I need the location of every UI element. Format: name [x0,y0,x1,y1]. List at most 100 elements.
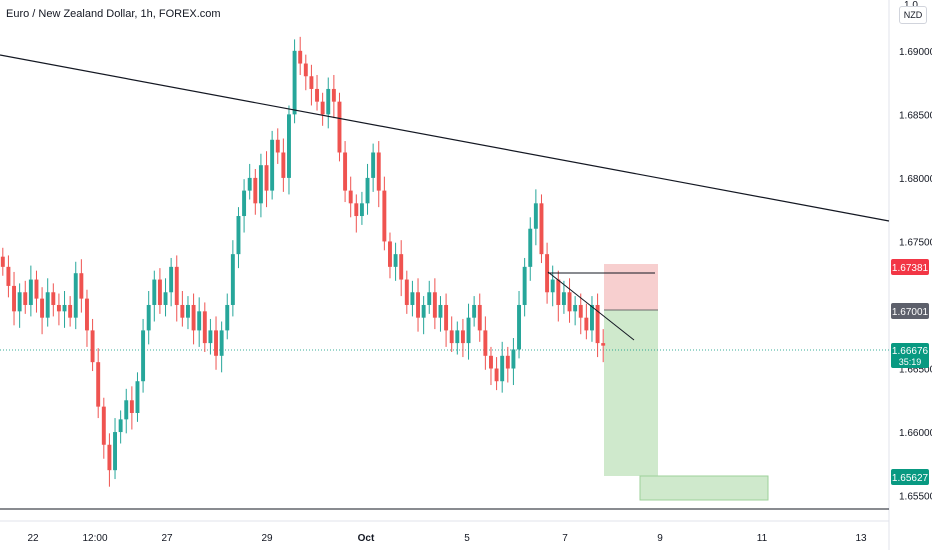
candle-body [444,304,449,331]
candle-body [40,298,45,318]
candle-body [494,368,499,382]
candle-body [23,292,28,305]
candle-body [152,279,157,305]
candle-body [17,292,22,312]
candle-body [505,355,510,369]
descending-trendline[interactable] [0,54,890,222]
candle-body [320,101,325,115]
candle-body [68,304,73,318]
candle-body [371,152,376,178]
candle-body [56,304,61,312]
candle-body [157,279,162,305]
stop-loss-zone[interactable] [604,264,658,310]
candle-body [561,292,566,305]
candle-body [489,355,493,369]
candle-body [595,304,600,344]
candle-body [146,304,151,331]
time-axis-ticks: 22 12:00 27 29 Oct 5 7 9 11 13 [27,533,867,544]
price-tick-label: 1.69000 [899,47,932,58]
time-tick-label: 11 [757,533,768,544]
upper-target-badge: 1.67381 [891,259,929,275]
candle-body [517,304,521,350]
candle-body [169,266,174,293]
candle-body [315,88,319,102]
candle-body [388,241,392,267]
candle-body [421,304,426,318]
candle-body [6,266,11,286]
candle-body [51,292,56,305]
candle-body [12,285,16,312]
candle-body [163,292,168,305]
candle-body [264,165,269,191]
candles-group [0,36,606,487]
candle-body [191,304,196,331]
candle-body [96,362,101,407]
candle-body [427,292,432,305]
candle-body [432,292,437,318]
chart-title: Euro / New Zealand Dollar, 1h, FOREX.com [6,8,221,20]
candle-body [404,279,409,305]
candle-body [416,292,420,318]
candle-body [567,292,572,312]
candle-body [455,330,460,344]
price-axis-top-tick: 1.0 [904,0,918,11]
candle-body [129,400,134,413]
candle-body [337,101,342,153]
candle-body [601,343,606,346]
candle-body [309,76,314,89]
price-tick-label: 1.65500 [899,492,932,503]
candle-body [90,330,95,363]
candle-body [348,190,353,204]
candle-body [141,330,146,382]
time-tick-label: Oct [358,533,375,544]
candle-body [73,273,78,318]
lower-target-badge-text: 1.65627 [892,473,929,484]
candle-body [365,177,370,204]
price-tick-label: 1.66000 [899,428,932,439]
time-tick-label: 22 [27,533,39,544]
candle-body [28,279,33,305]
candle-body [359,203,364,217]
candle-body [281,152,286,178]
candle-body [382,190,387,242]
candle-body [107,444,112,471]
entry-badge-text: 1.67001 [892,307,929,318]
price-axis-ticks: 1.69000 1.68500 1.68000 1.67500 1.66500 1.660… [899,47,932,503]
price-tick-label: 1.68000 [899,174,932,185]
time-tick-label: 5 [464,533,470,544]
candle-body [438,304,443,318]
candle-body [0,256,5,267]
candle-body [258,165,263,204]
currency-selector[interactable]: NZD [899,6,927,24]
entry-badge: 1.67001 [891,303,929,319]
short-trendline[interactable] [547,271,635,341]
candle-body [533,203,538,229]
extra-target-zone[interactable] [639,475,769,501]
upper-target-badge-text: 1.67381 [892,263,929,274]
candle-body [208,330,213,344]
candle-body [303,63,308,77]
candle-body [214,330,218,356]
take-profit-zone[interactable] [604,310,658,476]
candle-body [573,304,578,312]
candle-body [528,228,533,267]
candle-body [118,419,123,433]
candle-body [483,330,488,356]
candle-body [477,304,482,331]
candle-body [460,330,465,344]
price-tick-label: 1.68500 [899,110,932,121]
candle-body [225,304,230,331]
candle-body [247,177,252,191]
time-tick-label: 29 [261,533,273,544]
candle-body [292,50,297,115]
candle-body [236,216,241,255]
candle-body [45,292,50,318]
time-tick-label: 27 [161,533,173,544]
candle-body [135,381,140,413]
countdown-text: 35:19 [899,357,922,367]
last-price-badge: 1.66676 35:19 [891,343,929,368]
candle-body [202,311,207,344]
candle-body [270,139,275,191]
